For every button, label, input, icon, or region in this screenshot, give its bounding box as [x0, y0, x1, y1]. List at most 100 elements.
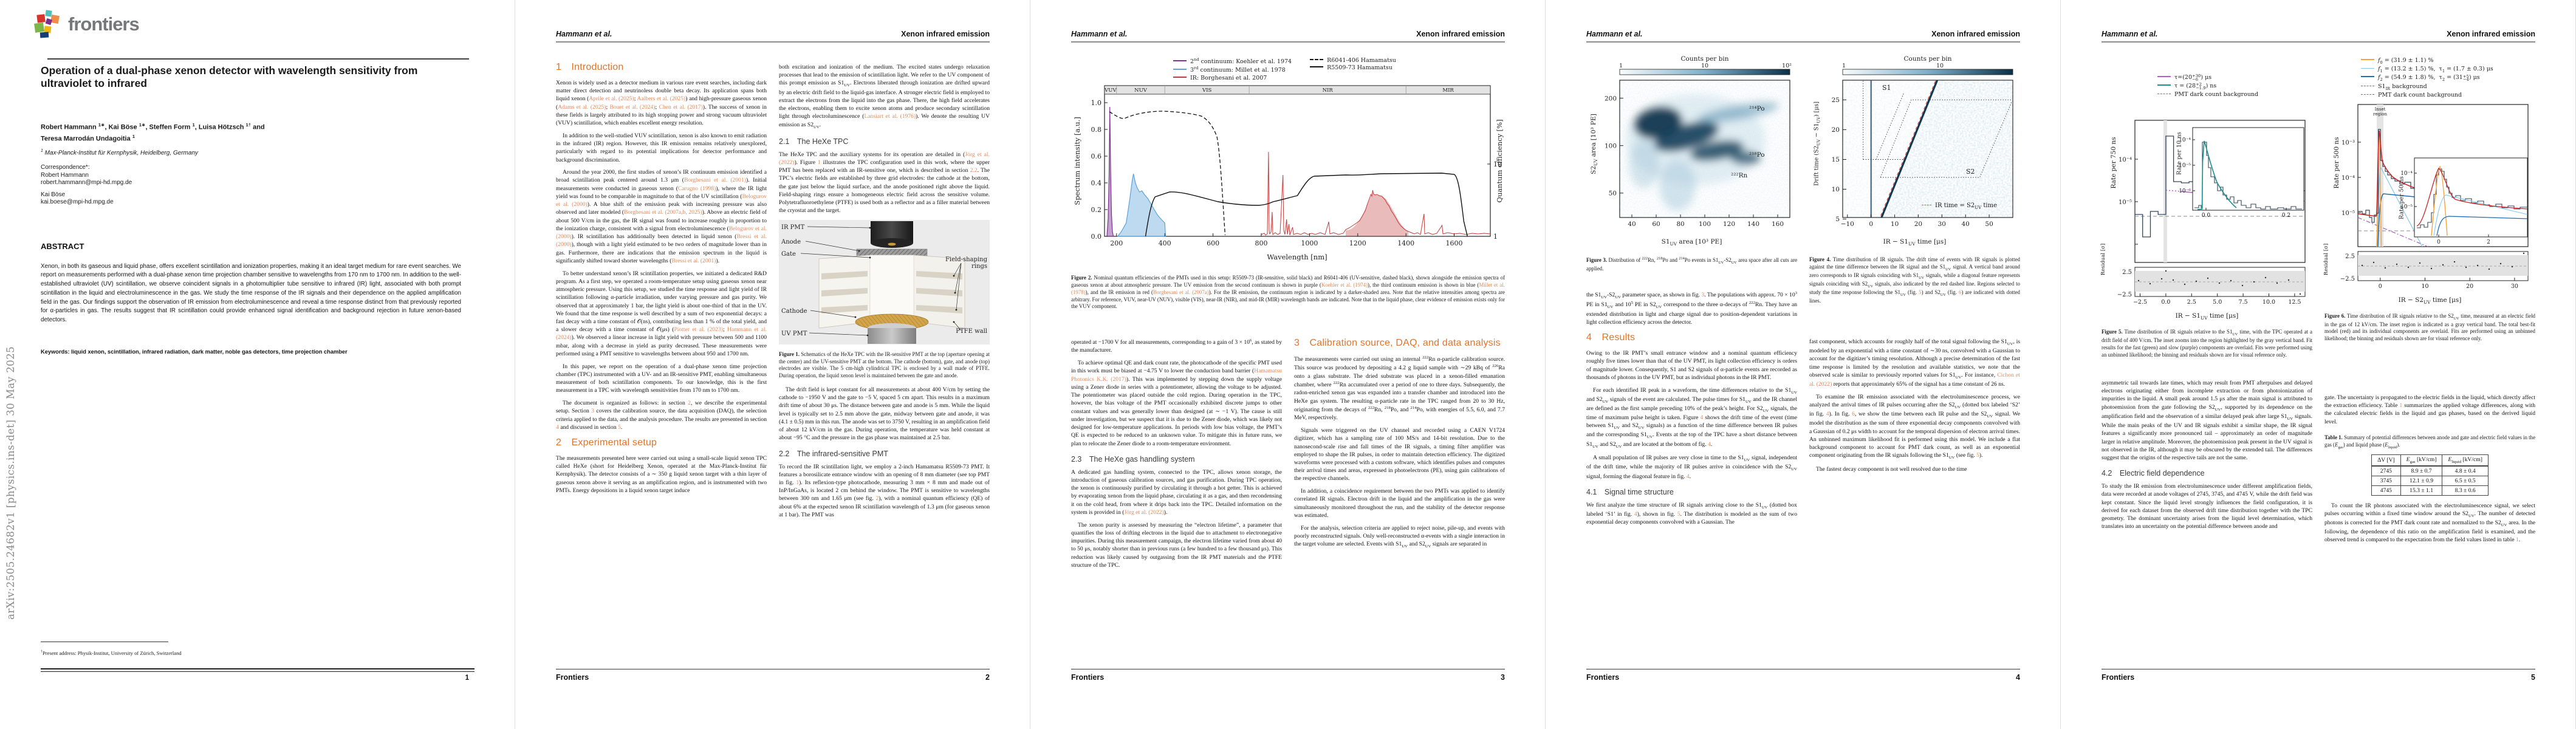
figure-5-y-label: Rate per 750 ns	[2110, 137, 2117, 189]
y-axis-label: Spectrum intensity [a.u.]	[1073, 117, 1081, 205]
correspondence-name: Robert Hammann	[41, 171, 89, 179]
table-row: 3745 12.1 ± 0.9 6.5 ± 0.5	[2371, 475, 2489, 486]
band-nir: NIR	[1323, 87, 1334, 94]
figure-1: IR PMT Anode Gate Cathode UV PMT Field-s…	[779, 219, 990, 380]
legend-swatch-teal	[2157, 84, 2171, 86]
figure-2-legend: 2nd continuum: Koehler et al. 1974 3rd c…	[1173, 56, 1505, 82]
svg-text:10⁻⁵: 10⁻⁵	[2400, 204, 2413, 210]
paragraph: operated at −1700 V for all measurements…	[1071, 338, 1282, 354]
colorbar-tick: 1	[1842, 63, 1846, 69]
bottom-rule-2	[41, 671, 474, 672]
footnote: †Present address: Physik-Institut, Unive…	[41, 649, 182, 656]
legend-entry: f0 = (31.9 ± 1.1) %	[2378, 56, 2434, 65]
svg-text:60: 60	[1652, 221, 1660, 228]
legend-swatch-lightblue	[2361, 67, 2374, 69]
svg-text:140: 140	[1747, 221, 1759, 228]
page-3: Hammann et al. Xenon infrared emission 2…	[1030, 0, 1546, 729]
footer-brand: Frontiers	[1586, 673, 1620, 682]
svg-text:1.0: 1.0	[1091, 99, 1102, 107]
fast-fit	[2197, 140, 2237, 210]
page-number: 3	[1501, 673, 1505, 682]
s2-diagonal	[1880, 80, 1939, 217]
authors: Robert Hammann 1∗, Kai Böse 1∗, Steffen …	[41, 122, 265, 143]
paragraph: Xenon is widely used as a detector mediu…	[556, 79, 767, 127]
legend-swatch-purple	[2157, 75, 2171, 77]
page-4: Hammann et al. Xenon infrared emission C…	[1546, 0, 2061, 729]
svg-text:50: 50	[1985, 221, 1993, 228]
legend-entry: PMT dark count background	[2174, 91, 2259, 98]
inset-histogram	[2417, 168, 2527, 228]
paragraph: Signals were triggered on the UV channel…	[1294, 427, 1505, 482]
ir-pmt-aperture	[888, 242, 896, 246]
x-tick: 200	[1110, 239, 1123, 247]
running-footer: Frontiers 2	[556, 669, 990, 682]
s1-selection-region	[1863, 80, 1905, 160]
svg-text:0.2: 0.2	[1091, 206, 1102, 214]
y-tick: 10⁻⁴	[2119, 157, 2132, 163]
legend-entry: R6041-406 Hamamatsu	[1327, 56, 1396, 64]
table-cell: 4745	[2371, 485, 2401, 496]
paragraph: both excitation and ionization of the me…	[779, 64, 990, 129]
svg-text:1600: 1600	[1446, 239, 1463, 247]
legend-swatch-dashed	[1310, 58, 1324, 60]
svg-text:800: 800	[1255, 239, 1268, 247]
svg-text:15: 15	[1832, 156, 1840, 163]
inset-y-tick: 10⁻⁴	[2400, 171, 2413, 177]
page-1: frontiers Operation of a dual-phase xeno…	[0, 0, 515, 729]
figure-3-caption: Figure 3. Distribution of 222Rn, 218Po a…	[1586, 256, 1798, 272]
svg-text:10⁻⁵: 10⁻⁵	[2179, 163, 2191, 169]
column-left: asymmetric tail towards late times, whic…	[2102, 379, 2312, 666]
inset-x-tick: 0.0	[2202, 213, 2211, 219]
svg-text:10: 10	[1832, 186, 1840, 193]
ir-time-heatmap: Counts per bin 1 10 S1 S2	[1832, 55, 2013, 228]
svg-text:40: 40	[1962, 221, 1970, 228]
svg-text:2.5: 2.5	[2187, 299, 2196, 306]
ir-continuum-shade	[1345, 194, 1409, 237]
colorbar-title: Counts per bin	[1904, 55, 1952, 63]
legend-swatch-orange	[2361, 58, 2374, 60]
residual-band	[2135, 271, 2305, 292]
keywords: Keywords: liquid xenon, scintillation, i…	[41, 349, 348, 355]
svg-text:1400: 1400	[1397, 239, 1414, 247]
x-tick: 0	[2379, 283, 2382, 290]
svg-text:12.5: 12.5	[2288, 299, 2301, 306]
legend-entry: S1IR background	[2378, 83, 2427, 91]
s1-s2-heatmap: Counts per bin 1 10 10²	[1605, 55, 1792, 228]
legend-swatch-purple	[1173, 60, 1187, 61]
colorbar-title: Counts per bin	[1681, 55, 1729, 63]
subsection-heading-2-1: 2.1 The HeXe TPC	[779, 137, 849, 146]
figure-5-residual-label: Residual [σ]	[2100, 243, 2106, 276]
arxiv-watermark: arXiv:2505.24682v1 [physics.ins-det] 30 …	[5, 346, 16, 620]
table-row: 4745 15.3 ± 1.1 8.3 ± 0.6	[2371, 485, 2489, 496]
legend-entry: PMT dark count background	[2378, 92, 2462, 99]
table-cell: 2745	[2371, 465, 2401, 476]
inset-x-tick: 0	[2437, 239, 2441, 245]
footer-brand: Frontiers	[1071, 673, 1105, 682]
right-tick: 10	[1493, 160, 1502, 168]
svg-text:200: 200	[1605, 95, 1617, 103]
svg-text:5.0: 5.0	[2213, 299, 2222, 306]
figure-6-y-label: Rate per 500 ns	[2333, 137, 2340, 189]
legend-swatch-red	[1173, 76, 1187, 78]
column-right: gate. The uncertainty is propagated to t…	[2324, 394, 2535, 666]
paragraph: To examine the IR emission associated wi…	[1809, 393, 2020, 460]
paragraph: The drift field is kept constant for all…	[779, 386, 990, 442]
svg-text:30: 30	[2511, 283, 2518, 290]
section-heading-4: 4 Results	[1586, 332, 1636, 343]
figure-4-caption: Figure 4. Time distribution of IR signal…	[1809, 256, 2020, 304]
ir-spectrum-curve	[1261, 152, 1491, 236]
header-title: Xenon infrared emission	[901, 30, 990, 38]
uv-pmt-body	[868, 327, 916, 344]
svg-text:region: region	[2373, 112, 2387, 117]
y-tick: 50	[1609, 190, 1617, 197]
figure-5-inset-y-label: Rate per 10 ns	[2176, 132, 2183, 175]
paragraph: the S1UV-S2UV parameter space, as shown …	[1586, 291, 1797, 326]
table-header-cell: ΔV [V]	[2371, 454, 2401, 467]
colorbar	[1619, 69, 1790, 75]
legend-entry: τ = (28+2 −1.9) ns	[2174, 82, 2217, 91]
paragraph: fast component, which accounts for rough…	[1809, 338, 2020, 388]
figure-4: Counts per bin 1 10 S1 S2	[1809, 55, 2020, 305]
svg-text:0.2: 0.2	[2282, 213, 2290, 219]
s1ir-background	[2357, 216, 2428, 247]
y-tick: 5	[1835, 216, 1840, 223]
